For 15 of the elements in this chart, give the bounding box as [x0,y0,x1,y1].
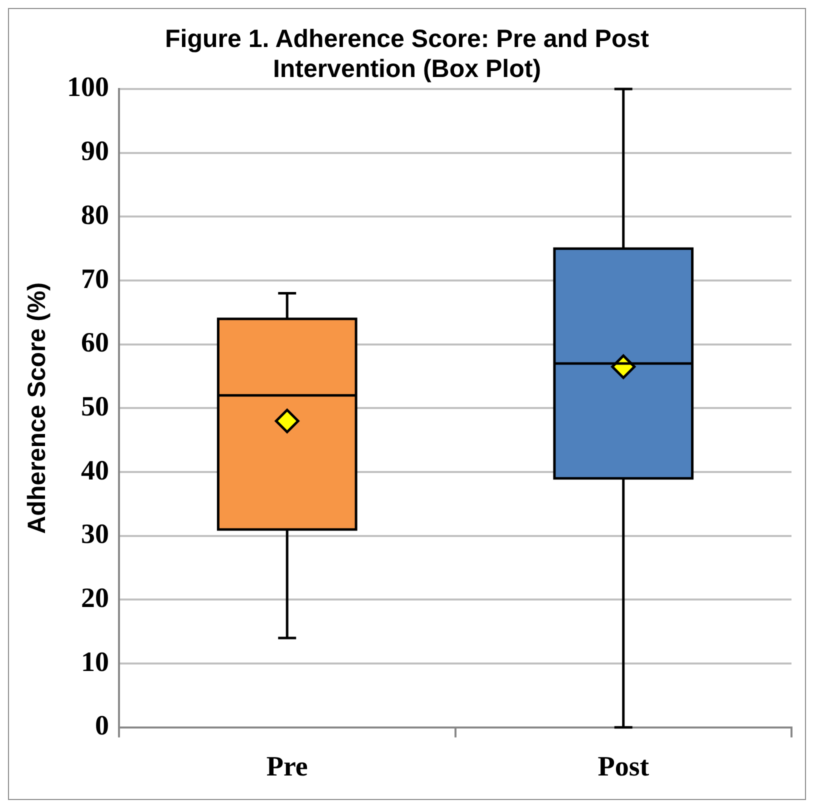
chart-title: Figure 1. Adherence Score: Pre and Post Intervention (Box Plot) [165,24,650,83]
y-tick-label: 30 [81,519,109,550]
y-tick-label: 0 [95,710,109,742]
y-tick-label: 90 [81,136,109,168]
x-tick-label: Post [598,751,650,782]
y-tick-label: 70 [81,264,109,295]
y-tick-label: 50 [81,391,109,422]
y-axis-title: Adherence Score (%) [22,282,51,534]
y-tick-label: 20 [81,582,109,614]
y-tick-label: 10 [81,646,109,678]
y-tick-label: 40 [81,455,109,486]
y-tick-label: 80 [81,200,109,231]
y-tick-label: 60 [81,328,109,359]
y-tick-label: 100 [67,72,109,104]
x-tick-label: Pre [266,751,308,782]
